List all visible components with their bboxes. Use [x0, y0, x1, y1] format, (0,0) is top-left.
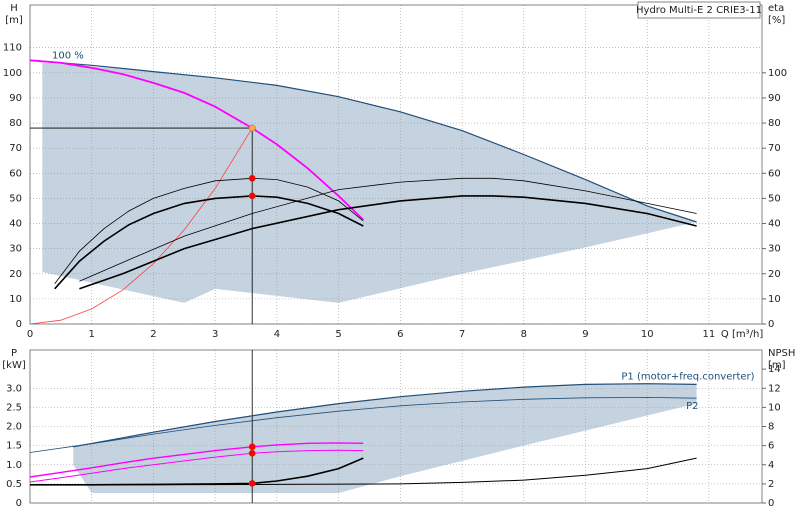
- x-tick-label: 8: [521, 329, 527, 340]
- curve: [29, 59, 697, 223]
- y2-tick-label: 70: [768, 143, 781, 154]
- y-tick-label: 50: [9, 193, 22, 204]
- x-tick-label: 7: [459, 329, 465, 340]
- duty-point: [248, 449, 256, 457]
- y2-axis-unit: [m]: [768, 360, 786, 371]
- x-axis-label: Q [m³/h]: [721, 329, 763, 340]
- curve: [79, 195, 697, 290]
- y2-tick-label: 4: [768, 460, 774, 471]
- y2-tick-label: 80: [768, 118, 781, 129]
- y2-axis-label: eta: [768, 3, 784, 14]
- chart-title: Hydro Multi-E 2 CRIE3-11: [636, 5, 762, 16]
- y2-tick-label: 100: [768, 68, 787, 79]
- y2-tick-label: 50: [768, 193, 781, 204]
- plot-frame: [29, 4, 763, 325]
- x-tick-label: 6: [397, 329, 403, 340]
- y2-tick-label: 2: [768, 479, 774, 490]
- y2-axis-unit: [%]: [768, 15, 785, 26]
- curve: [29, 59, 364, 221]
- x-tick-label: 1: [89, 329, 95, 340]
- y-tick-label: 2.5: [6, 402, 22, 413]
- y-tick-label: 2.0: [6, 422, 22, 433]
- y2-tick-label: 14: [768, 364, 781, 375]
- y2-tick-label: 0: [768, 319, 774, 330]
- y2-tick-label: 90: [768, 93, 781, 104]
- y-tick-label: 20: [9, 269, 22, 280]
- curve: [73, 383, 697, 448]
- curve: [54, 177, 364, 285]
- curve: [29, 396, 697, 453]
- y2-tick-label: 10: [768, 402, 781, 413]
- title-box: [637, 1, 761, 19]
- y-axis-unit: [kW]: [2, 360, 26, 371]
- curve: [30, 457, 697, 486]
- curve-label: P2: [686, 401, 698, 412]
- y2-tick-label: 30: [768, 244, 781, 255]
- x-tick-label: 9: [582, 329, 588, 340]
- y-tick-label: 80: [9, 118, 22, 129]
- y-tick-label: 1.0: [6, 460, 22, 471]
- x-tick-label: 5: [335, 329, 341, 340]
- y-tick-label: 40: [9, 219, 22, 230]
- duty-point: [248, 192, 256, 200]
- curve: [29, 449, 364, 483]
- duty-point: [248, 124, 256, 132]
- x-tick-label: 4: [274, 329, 280, 340]
- y-tick-label: 60: [9, 168, 22, 179]
- y2-tick-label: 8: [768, 422, 774, 433]
- duty-point: [248, 479, 256, 487]
- curve: [29, 442, 364, 478]
- y-tick-label: 100: [3, 68, 22, 79]
- x-tick-label: 3: [212, 329, 218, 340]
- curve: [79, 177, 697, 282]
- y-tick-label: 1.5: [6, 441, 22, 452]
- y2-tick-label: 40: [768, 219, 781, 230]
- y2-tick-label: 12: [768, 383, 781, 394]
- y-axis-label: P: [11, 348, 17, 359]
- y-tick-label: 0: [16, 319, 22, 330]
- y-axis-label: H: [10, 3, 18, 14]
- x-tick-label: 2: [150, 329, 156, 340]
- x-tick-label: 0: [27, 329, 33, 340]
- y-tick-label: 70: [9, 143, 22, 154]
- y-tick-label: 110: [3, 43, 22, 54]
- y2-axis-label: NPSH: [768, 348, 795, 359]
- duty-point: [248, 174, 256, 182]
- y2-tick-label: 0: [768, 498, 774, 509]
- operating-range: [73, 383, 697, 494]
- curve-label: P1 (motor+freq.converter): [621, 371, 754, 382]
- y2-tick-label: 6: [768, 441, 774, 452]
- y2-tick-label: 20: [768, 269, 781, 280]
- plot-frame: [29, 349, 763, 504]
- duty-point: [248, 443, 256, 451]
- x-tick-label: 10: [641, 329, 654, 340]
- y-tick-label: 3.0: [6, 383, 22, 394]
- x-tick-label: 11: [703, 329, 716, 340]
- y-tick-label: 0: [16, 498, 22, 509]
- y-tick-label: 90: [9, 93, 22, 104]
- y2-tick-label: 10: [768, 294, 781, 305]
- y-axis-unit: [m]: [5, 15, 23, 26]
- y-tick-label: 10: [9, 294, 22, 305]
- y-tick-label: 30: [9, 244, 22, 255]
- curve: [29, 127, 253, 325]
- y2-tick-label: 60: [768, 168, 781, 179]
- curve-label: 100 %: [52, 50, 84, 61]
- y-tick-label: 0.5: [6, 479, 22, 490]
- curve: [54, 195, 364, 290]
